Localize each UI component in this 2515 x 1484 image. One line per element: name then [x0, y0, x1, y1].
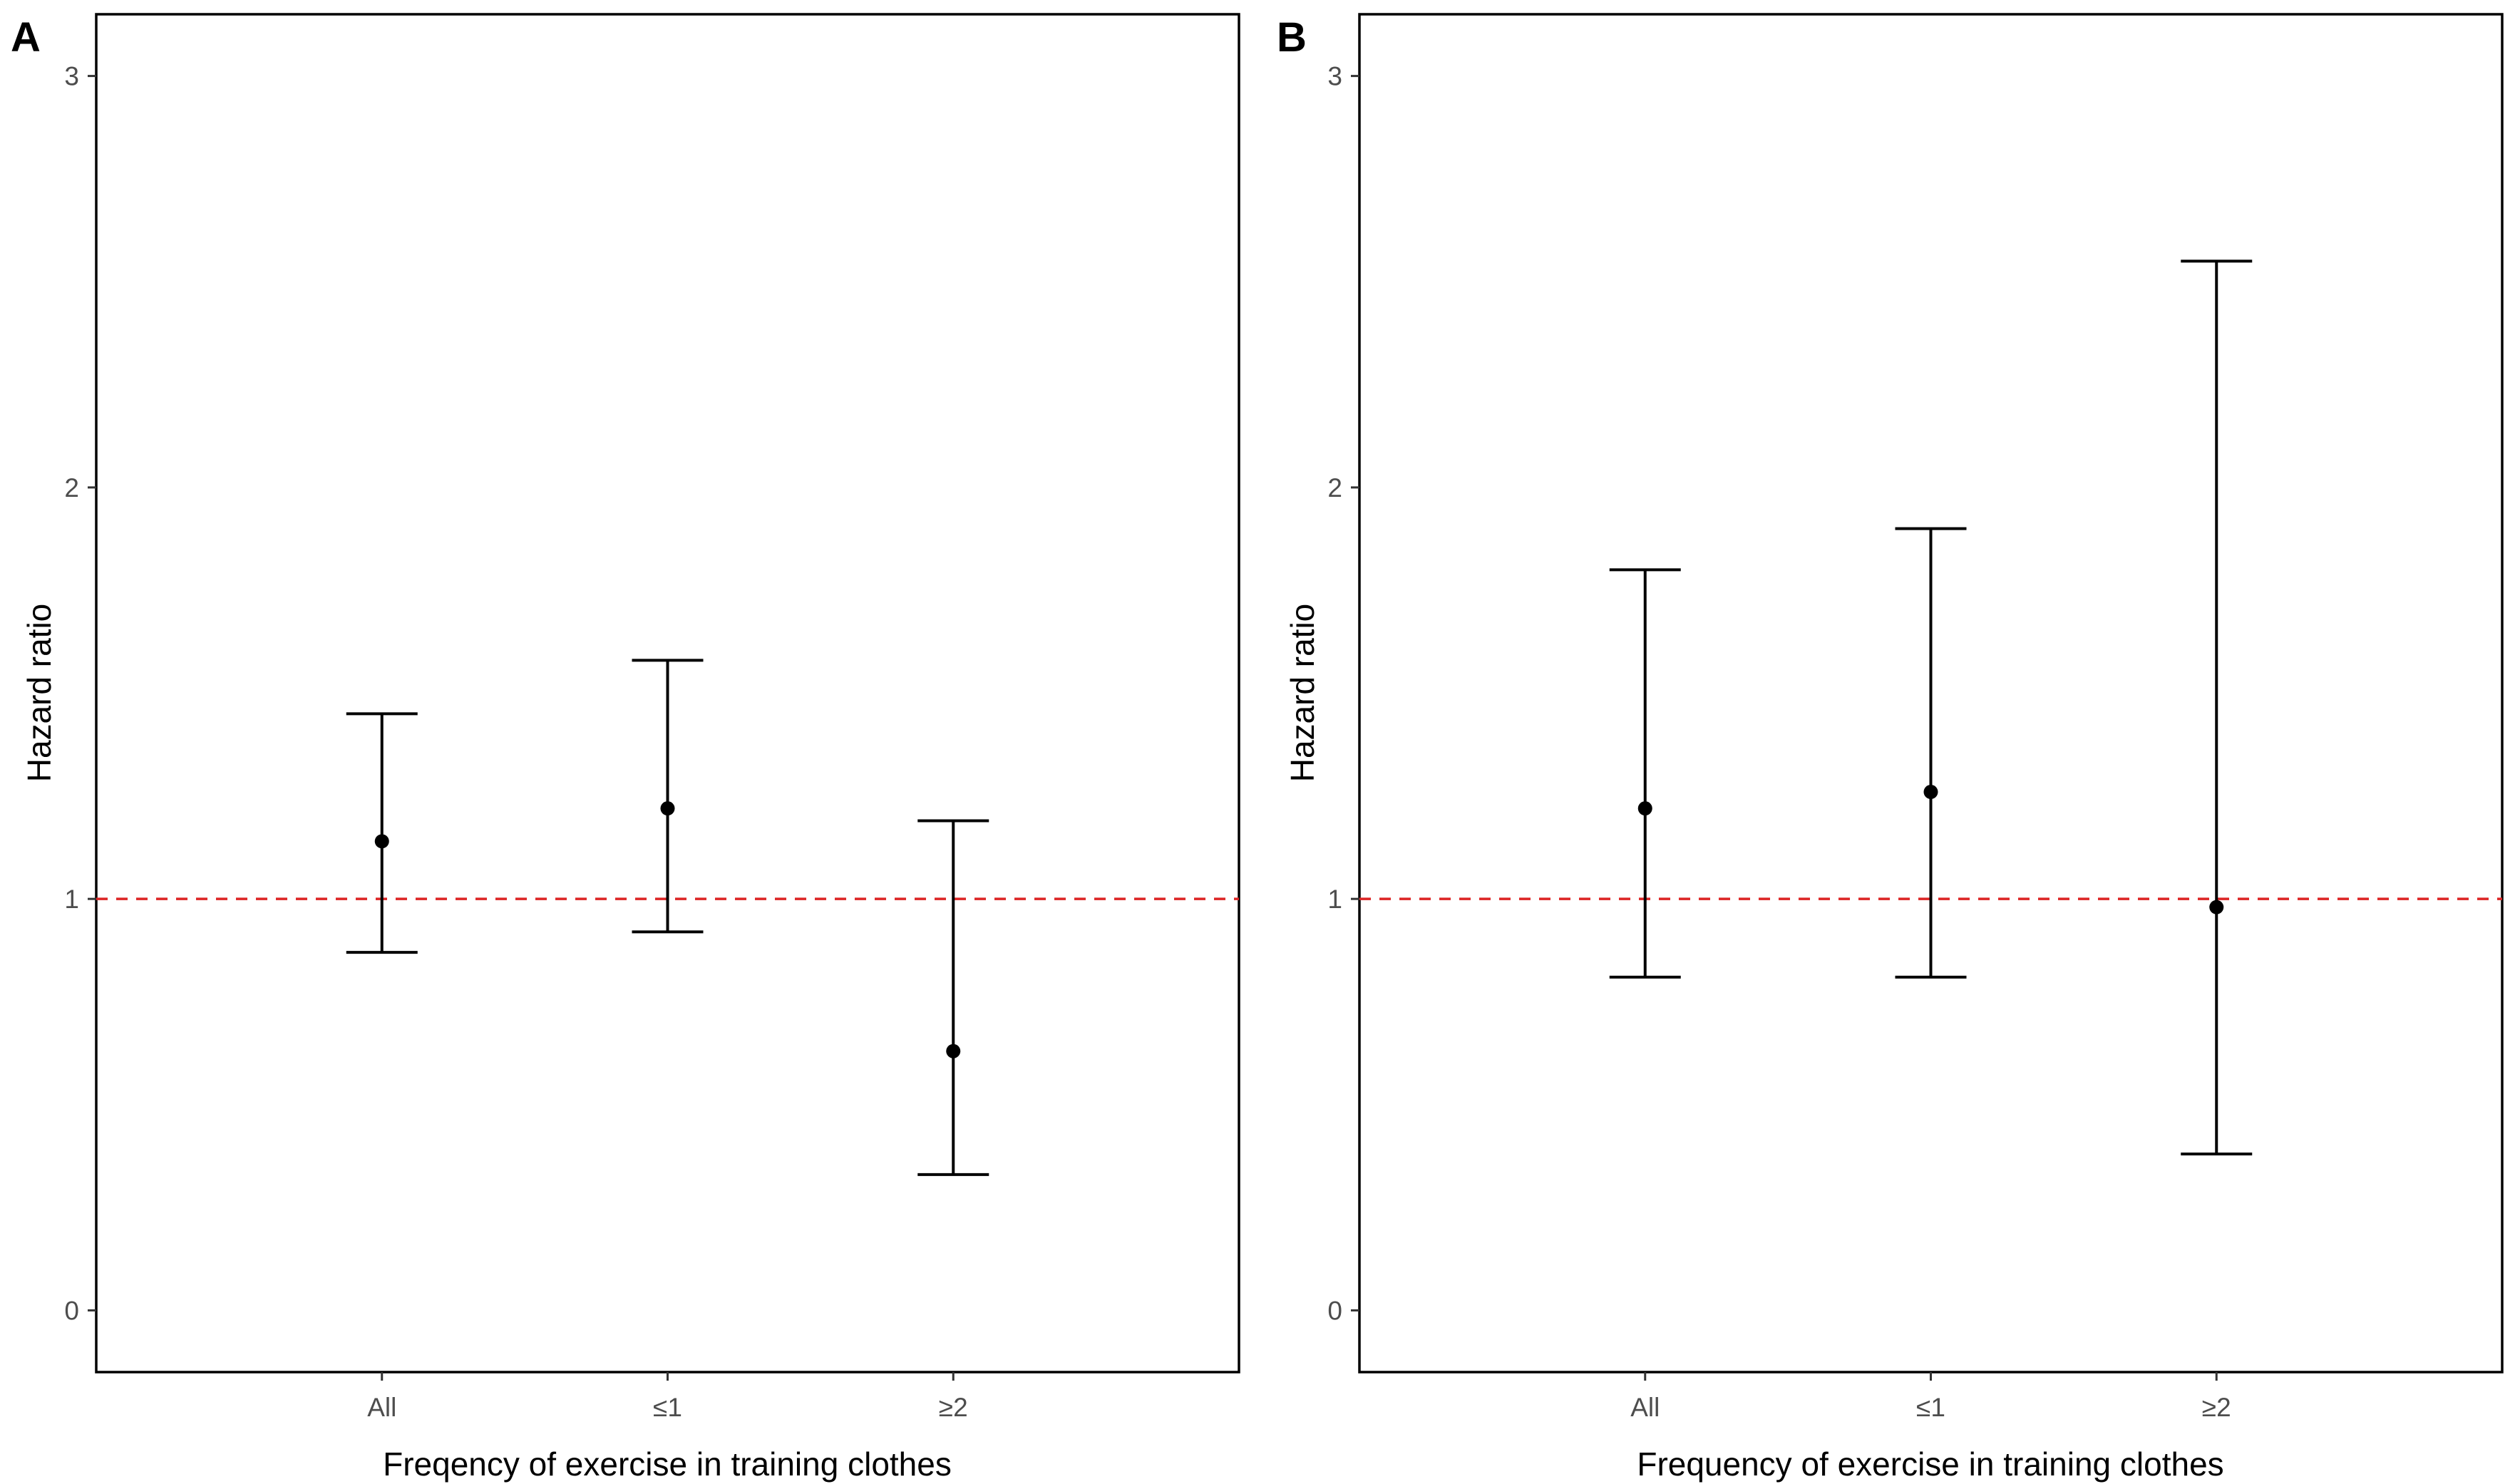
panel-b-y-tick-label: 2 — [1327, 473, 1342, 503]
panel-a-y-tick-label: 3 — [64, 62, 79, 91]
panel-a-estimate-point — [660, 801, 675, 816]
panel-b-y-tick-label: 1 — [1327, 885, 1342, 914]
panel-b-estimate-point — [1637, 801, 1652, 816]
panel-b-x-axis-title: Frequency of exercise in training clothe… — [1637, 1446, 2223, 1483]
panel-b-label: B — [1277, 14, 1307, 61]
panel-b-series — [1359, 259, 2502, 1156]
panel-a-x-tick-label: All — [367, 1393, 396, 1422]
panel-a-y-tick-label: 2 — [64, 473, 79, 503]
panel-b-y-tick-label: 0 — [1327, 1296, 1342, 1325]
panel-b-errorbar-0 — [1609, 568, 1681, 979]
panel-a-y-ticks: 0 1 2 3 — [64, 62, 96, 1325]
panel-a-x-tick-label: ≤1 — [653, 1393, 682, 1422]
panel-a-x-axis-title: Freqency of exercise in training clothes — [383, 1446, 952, 1483]
panel-a-y-tick-label: 1 — [64, 885, 79, 914]
panel-a-estimate-point — [374, 834, 389, 849]
panel-b-x-tick-label: All — [1630, 1393, 1660, 1422]
panel-a-y-tick-label: 0 — [64, 1296, 79, 1325]
panel-b-x-tick-label: ≥2 — [2202, 1393, 2231, 1422]
panel-a-series — [96, 659, 1239, 1176]
panel-b: B Hazard ratio Frequency of exercise in … — [1277, 13, 2504, 1483]
panel-a-errorbar-2 — [917, 819, 989, 1176]
panel-a-errorbar-1 — [632, 659, 704, 934]
panel-a-estimate-point — [946, 1044, 961, 1058]
panel-a-y-axis-title: Hazard ratio — [21, 604, 58, 783]
panel-b-y-tick-label: 3 — [1327, 62, 1342, 91]
panel-b-estimate-point — [1923, 785, 1938, 800]
panel-b-estimate-point — [2209, 900, 2224, 914]
panel-b-x-ticks: All ≤1 ≥2 — [1630, 1372, 2231, 1422]
panel-b-x-tick-label: ≤1 — [1916, 1393, 1945, 1422]
panel-b-errorbar-2 — [2181, 259, 2253, 1156]
panel-a-x-tick-label: ≥2 — [939, 1393, 968, 1422]
panel-a-errorbar-0 — [346, 712, 418, 954]
panel-a-x-ticks: All ≤1 ≥2 — [367, 1372, 968, 1422]
panel-b-y-axis-title: Hazard ratio — [1284, 604, 1321, 783]
panel-b-errorbar-1 — [1895, 527, 1967, 979]
panel-b-y-ticks: 0 1 2 3 — [1327, 62, 1359, 1325]
panel-a: A Hazard ratio Freqency of exercise in t… — [11, 13, 1240, 1483]
panel-a-label: A — [11, 14, 41, 61]
